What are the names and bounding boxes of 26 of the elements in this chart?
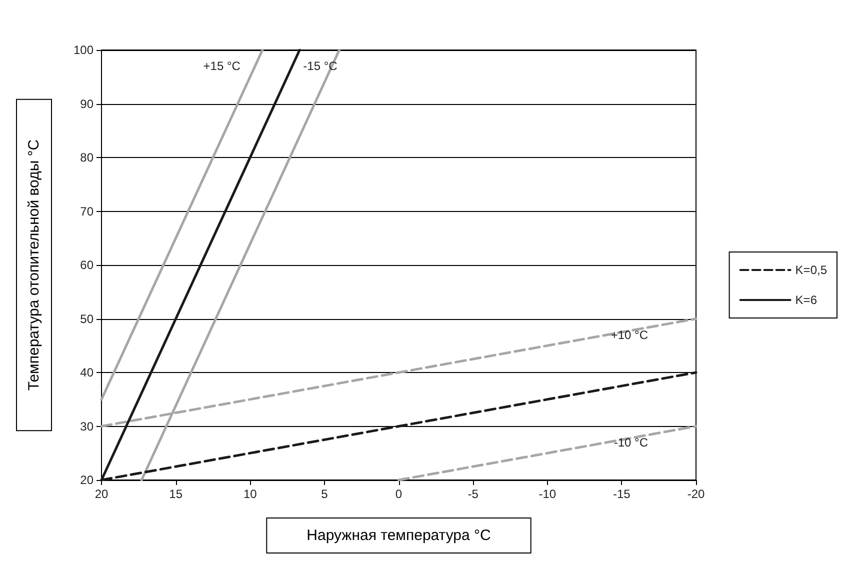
series-label: -15 °C bbox=[303, 59, 338, 73]
y-axis-title: Температура отопительной воды °C bbox=[26, 139, 42, 391]
x-tick-label: -5 bbox=[468, 487, 479, 501]
x-tick-label: -10 bbox=[538, 487, 556, 501]
x-tick-label: 20 bbox=[94, 487, 108, 501]
x-tick-label: 5 bbox=[321, 487, 328, 501]
x-axis-title: Наружная температура °C bbox=[306, 527, 492, 544]
x-tick-label: 0 bbox=[395, 487, 402, 501]
x-tick-label: 10 bbox=[243, 487, 258, 501]
series-label: +15 °C bbox=[203, 59, 241, 73]
y-tick-label: 100 bbox=[73, 43, 94, 57]
x-tick-label: -20 bbox=[687, 487, 705, 501]
y-tick-label: 60 bbox=[80, 258, 94, 272]
y-tick-label: 50 bbox=[80, 312, 94, 326]
y-tick-label: 90 bbox=[80, 96, 94, 111]
legend-label: K=0,5 bbox=[795, 263, 828, 277]
y-tick-label: 70 bbox=[80, 204, 94, 218]
y-tick-label: 30 bbox=[80, 419, 94, 434]
x-tick-label: -15 bbox=[613, 487, 631, 501]
x-tick-label: 15 bbox=[169, 487, 183, 501]
y-tick-label: 40 bbox=[80, 366, 94, 380]
y-tick-label: 80 bbox=[80, 150, 94, 164]
legend-label: K=6 bbox=[795, 293, 818, 307]
y-tick-label: 20 bbox=[80, 473, 94, 487]
series-label: -10 °C bbox=[614, 435, 648, 450]
series-label: +10 °C bbox=[610, 328, 648, 342]
